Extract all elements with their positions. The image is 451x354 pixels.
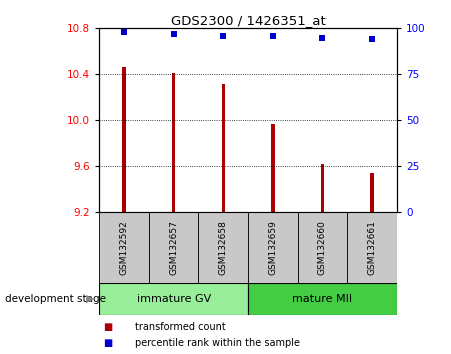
Text: immature GV: immature GV [137, 294, 211, 304]
Text: GSM132658: GSM132658 [219, 220, 228, 275]
Bar [99, 283, 248, 315]
Bar [248, 212, 298, 283]
Point [319, 35, 326, 40]
Text: percentile rank within the sample: percentile rank within the sample [135, 338, 300, 348]
Text: GSM132592: GSM132592 [120, 221, 129, 275]
Text: transformed count: transformed count [135, 322, 226, 332]
Text: development stage: development stage [5, 294, 106, 304]
Point [220, 33, 227, 39]
Bar [149, 212, 198, 283]
Text: ▶: ▶ [86, 294, 94, 304]
Bar [248, 283, 397, 315]
Bar [99, 212, 149, 283]
Title: GDS2300 / 1426351_at: GDS2300 / 1426351_at [170, 14, 326, 27]
Text: GSM132661: GSM132661 [368, 220, 377, 275]
Bar [370, 173, 374, 212]
Point [120, 29, 128, 35]
Text: ■: ■ [104, 322, 113, 332]
Text: ■: ■ [104, 338, 113, 348]
Bar [172, 73, 175, 212]
Text: mature MII: mature MII [292, 294, 353, 304]
Bar [221, 84, 225, 212]
Point [368, 36, 376, 42]
Text: GSM132659: GSM132659 [268, 220, 277, 275]
Bar [298, 212, 347, 283]
Bar [122, 67, 126, 212]
Bar [347, 212, 397, 283]
Point [269, 33, 276, 39]
Bar [271, 124, 275, 212]
Text: GSM132660: GSM132660 [318, 220, 327, 275]
Bar [198, 212, 248, 283]
Text: GSM132657: GSM132657 [169, 220, 178, 275]
Point [170, 31, 177, 37]
Bar [321, 164, 324, 212]
